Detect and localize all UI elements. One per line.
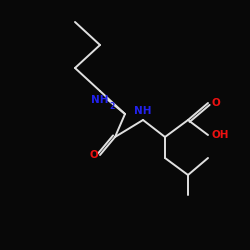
Text: O: O — [211, 98, 220, 108]
Text: OH: OH — [211, 130, 228, 140]
Text: 2: 2 — [109, 102, 114, 111]
Text: O: O — [89, 150, 98, 160]
Text: NH: NH — [134, 106, 152, 116]
Text: NH: NH — [90, 95, 108, 105]
